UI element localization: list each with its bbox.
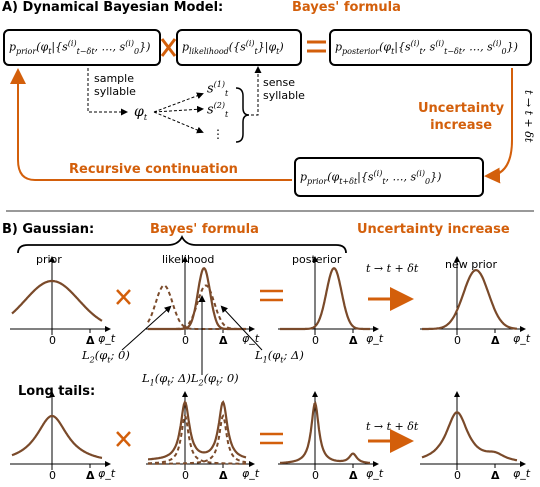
time-step-label-1: t → t + δt xyxy=(366,262,419,275)
time-step-rotated-label: t → t + δt xyxy=(522,90,535,143)
bayes-formula-label-b: Bayes' formula xyxy=(150,222,259,237)
prior-label: prior xyxy=(36,253,62,266)
lt-product-curve xyxy=(148,400,247,461)
zero-tick-label: 0 xyxy=(312,469,319,482)
next-prior-box: pprior(φt+δt|{s(i)t, …, s(i)0}) xyxy=(294,157,484,197)
bayes-formula-label-a: Bayes' formula xyxy=(292,0,401,15)
sample-syllable-label: sample syllable xyxy=(94,72,136,98)
lt-l1-curve xyxy=(148,413,247,465)
axis-label: φ_t xyxy=(98,467,116,480)
l1-pointer xyxy=(220,305,263,351)
next-prior-formula: pprior(φt+δt|{s(i)t, …, s(i)0}) xyxy=(300,168,442,186)
prior-box: pprior(φt|{s(i)t−δt, …, s(i)0}) xyxy=(3,29,161,66)
lt-posterior-curve xyxy=(280,401,370,464)
l2-pointer xyxy=(121,305,172,351)
lt-l2-curve xyxy=(147,414,246,465)
delta-tick-label: Δ xyxy=(86,469,95,482)
product-curve xyxy=(148,267,246,331)
lt-new-prior-curve xyxy=(421,411,518,462)
equals-sign-b1 xyxy=(260,289,283,302)
lt-prior-curve xyxy=(11,414,103,459)
likelihood-formula: plikelihood({s(i)t}|φt) xyxy=(182,39,284,56)
multiply-cross-b1 xyxy=(116,289,131,305)
equals-sign-b2 xyxy=(260,432,283,445)
sample-2-label: s(2)t xyxy=(207,101,229,119)
delta-tick-label: Δ xyxy=(491,469,500,482)
multiply-cross-b2 xyxy=(116,431,131,447)
l2-label: L2(φt; 0) xyxy=(82,348,130,365)
zero-tick-label: 0 xyxy=(454,334,461,347)
zero-tick-label: 0 xyxy=(454,469,461,482)
axis-label: φ_t xyxy=(366,332,384,345)
uncertainty-increase-label-a: Uncertainty increase xyxy=(418,101,505,133)
section-b-heading: B) Gaussian: xyxy=(2,222,95,237)
zero-tick-label: 0 xyxy=(182,334,189,347)
bayes-brace xyxy=(17,234,347,254)
zero-tick-label: 0 xyxy=(49,334,56,347)
phi-t-label: φt xyxy=(134,104,148,122)
zero-tick-label: 0 xyxy=(182,469,189,482)
prior-formula: pprior(φt|{s(i)t−δt, …, s(i)0}) xyxy=(9,39,151,56)
l1l2-label: L1(φt; Δ)L2(φt; 0) xyxy=(142,371,239,388)
delta-tick-label: Δ xyxy=(86,334,95,347)
sense-dashed-arrow xyxy=(251,66,262,116)
delta-tick-label: Δ xyxy=(349,334,358,347)
posterior-curve xyxy=(280,267,370,331)
zero-tick-label: 0 xyxy=(49,469,56,482)
recursive-arrow xyxy=(10,68,292,181)
sample-1-label: s(1)t xyxy=(207,80,229,98)
likelihood-label: likelihood xyxy=(162,253,215,266)
prior-curve xyxy=(11,279,103,322)
axis-label: φ_t xyxy=(513,332,531,345)
equals-sign-a xyxy=(307,40,326,53)
uncertainty-arrow xyxy=(484,68,513,184)
section-a-arrows xyxy=(6,38,534,212)
axis-label: φ_t xyxy=(366,467,384,480)
recursive-continuation-label: Recursive continuation xyxy=(69,162,238,177)
uncertainty-increase-label-b: Uncertainty increase xyxy=(357,222,510,237)
axis-label: φ_t xyxy=(98,332,116,345)
delta-tick-label: Δ xyxy=(219,469,228,482)
delta-tick-label: Δ xyxy=(219,334,228,347)
posterior-box: pposterior(φt|{s(i)t, s(i)t−δt, …, s(i)0… xyxy=(329,29,532,66)
axis-label: φ_t xyxy=(242,467,260,480)
delta-tick-label: Δ xyxy=(349,469,358,482)
long-tails-heading: Long tails: xyxy=(18,384,96,399)
posterior-formula: pposterior(φt|{s(i)t, s(i)t−δt, …, s(i)0… xyxy=(335,39,518,56)
zero-tick-label: 0 xyxy=(312,334,319,347)
multiply-cross-a xyxy=(160,38,177,57)
likelihood-box: plikelihood({s(i)t}|φt) xyxy=(176,29,302,66)
axis-label: φ_t xyxy=(513,467,531,480)
samples-ellipsis: ⋮ xyxy=(212,127,224,141)
sense-syllable-label: sense syllable xyxy=(263,76,305,102)
l1-label: L1(φt; Δ) xyxy=(255,348,304,365)
samples-brace xyxy=(235,87,250,143)
delta-tick-label: Δ xyxy=(491,334,500,347)
new-prior-curve xyxy=(422,268,517,331)
section-a-heading: A) Dynamical Bayesian Model: xyxy=(2,0,224,15)
